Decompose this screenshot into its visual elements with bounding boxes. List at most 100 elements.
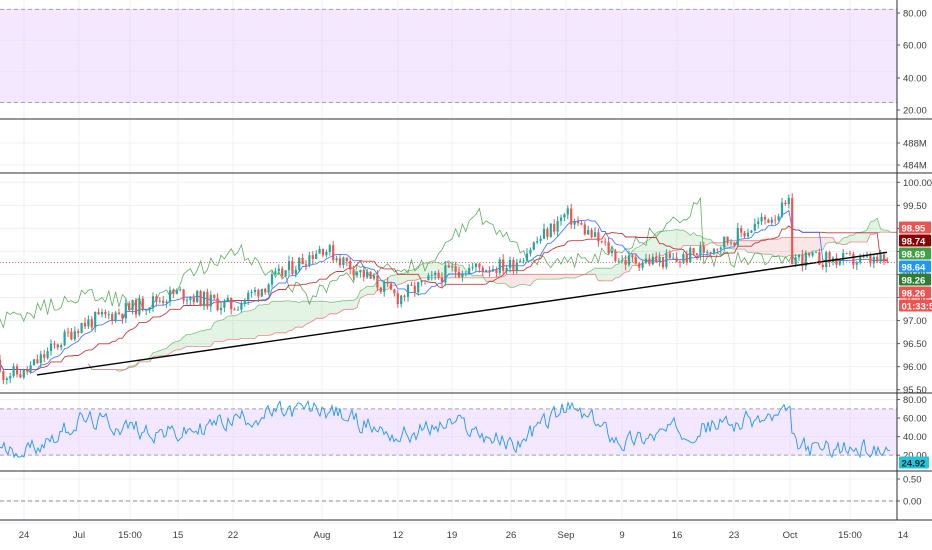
candle-body: [723, 236, 726, 248]
candle-body: [410, 285, 413, 286]
candle-body: [451, 266, 454, 268]
rsi-band-fill: [0, 408, 897, 456]
cloud-segment: [503, 274, 507, 285]
pane-separators[interactable]: [0, 0, 932, 521]
cloud-segment: [401, 273, 405, 284]
candle-body: [202, 291, 206, 306]
volume-axis-label: 488M: [903, 139, 927, 150]
cloud-segment: [506, 274, 510, 288]
candle-body: [22, 369, 25, 378]
candle-body: [36, 359, 39, 364]
candle-body: [117, 312, 121, 314]
candle-body: [461, 274, 464, 277]
cloud-segment: [241, 311, 245, 339]
candle-body: [706, 251, 709, 253]
cloud-segment: [802, 237, 806, 255]
cloud-segment: [795, 237, 799, 256]
cloud-segment: [547, 274, 551, 280]
time-axis-label: 15: [173, 530, 184, 541]
candle-body: [277, 268, 280, 272]
rsi-axis-label: 20.00: [903, 451, 927, 462]
cloud-segment: [326, 301, 330, 317]
senkou-span-a: [88, 217, 897, 372]
candle-body: [315, 253, 318, 259]
cloud-segment: [754, 240, 759, 254]
time-axis-label: Jul: [73, 530, 85, 541]
cloud-segment: [867, 221, 871, 242]
cloud-segment: [357, 290, 361, 308]
candle-body: [587, 230, 590, 235]
candle-body: [780, 202, 784, 217]
cloud-segment: [346, 300, 351, 310]
candle-body: [536, 241, 539, 243]
candle-body: [695, 253, 699, 255]
candle-body: [478, 263, 481, 268]
candle-body: [760, 216, 763, 222]
time-axis-label: 9: [619, 530, 624, 541]
cloud-segment: [782, 237, 786, 258]
cloud-segment: [404, 270, 408, 283]
candle-body: [757, 221, 760, 224]
candle-body: [247, 292, 250, 300]
candle-body: [80, 323, 83, 333]
candle-body: [457, 271, 461, 277]
time-axis[interactable]: 24 Jul 15:00 15 22 Aug 12 19 26 Sep 9 16 23 Oct 15:00 1…: [19, 530, 909, 541]
cloud-segment: [272, 301, 276, 335]
candle-body: [556, 220, 559, 232]
candle-body: [794, 257, 797, 265]
time-axis-label: 15:00: [118, 530, 142, 541]
cloud-segment: [697, 235, 701, 246]
candle-body: [563, 214, 566, 218]
candle-body: [512, 260, 515, 271]
candle-body: [274, 271, 277, 275]
cloud-segment: [425, 262, 429, 278]
cloud-segment: [275, 301, 279, 333]
price-axis-label: 100.00: [903, 178, 932, 189]
candle-body: [250, 291, 253, 293]
cloud-segment: [302, 301, 306, 328]
time-axis-label: 23: [729, 530, 740, 541]
cloud-segment: [690, 232, 694, 246]
candle-body: [661, 256, 665, 268]
candle-body: [519, 261, 522, 263]
candle-body: [90, 319, 93, 328]
candle-body: [158, 300, 161, 302]
candle-body: [396, 293, 399, 305]
candle-body: [15, 366, 19, 375]
price-badges: 98.95 98.74 98.69 98.64 98.26 98.26 01:33:55 24…: [899, 221, 932, 469]
candle-body: [49, 343, 53, 352]
cloud-segment: [516, 274, 521, 287]
candle-body: [60, 345, 63, 348]
cloud-segment: [408, 270, 412, 281]
price-badge: [899, 273, 931, 286]
candle-body: [301, 258, 304, 265]
cloud-segment: [367, 286, 371, 295]
candle-body: [498, 259, 501, 273]
cloud-segment: [870, 221, 874, 235]
rsi-axis-label: 40.00: [903, 432, 927, 443]
price-axis-label: 97.50: [903, 293, 927, 304]
candle-body: [886, 261, 889, 263]
cloud-segment: [775, 239, 779, 257]
candle-body: [553, 223, 556, 232]
cloud-segment: [238, 312, 242, 340]
candle-body: [515, 262, 518, 271]
cloud-segment: [221, 318, 225, 342]
rsi-axis-label: 60.00: [903, 414, 927, 425]
candle-body: [362, 269, 365, 278]
candle-body: [491, 269, 495, 272]
candle-body: [53, 343, 56, 345]
cloud-segment: [703, 238, 708, 246]
price-badge: [899, 260, 931, 273]
candle-body: [879, 254, 882, 262]
candle-body: [488, 270, 491, 272]
candle-body: [168, 290, 172, 302]
cloud-segment: [180, 336, 184, 350]
macd-axis-label: 0.00: [903, 497, 922, 508]
candle-body: [107, 313, 110, 315]
candle-body: [862, 256, 865, 258]
time-axis-label: Aug: [314, 530, 331, 541]
candle-body: [651, 256, 654, 265]
cloud-segment: [826, 237, 830, 244]
